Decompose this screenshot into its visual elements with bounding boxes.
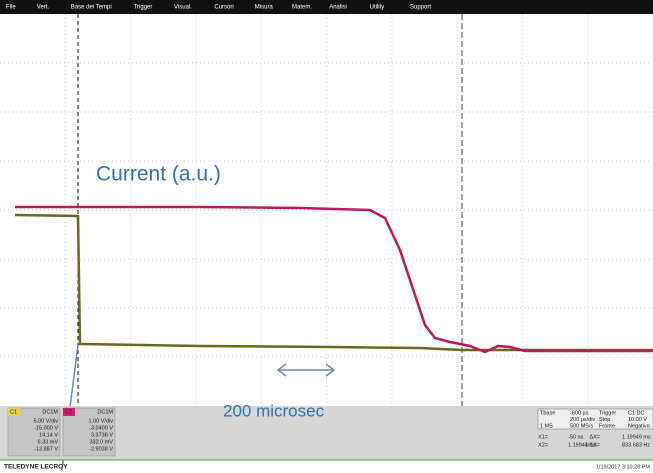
menu-item[interactable]: Matem. (292, 5, 312, 11)
oscilloscope-screen: File Vert. Base dei Tempi Trigger Visual. Cur… (0, 0, 653, 473)
menu-item[interactable]: Vert. (37, 5, 50, 11)
timebase-value: Fronte (599, 423, 615, 429)
channel-value: -3.0400 V (89, 425, 113, 431)
channel-label: C1 (10, 409, 17, 415)
timebase-value: C1 DC (628, 410, 645, 416)
timebase-value: 1 MS (540, 423, 553, 429)
timebase-value: Tbase (540, 410, 555, 416)
channel-value: -15.000 V (34, 425, 58, 431)
channel-value: 14.14 V (39, 432, 58, 438)
timebase-value: Stop (599, 417, 610, 423)
cursor-value: 1/ΔX= (585, 442, 600, 448)
channel-value: 1.00 V/div (89, 418, 114, 424)
timebase-value: Trigger (599, 410, 616, 416)
channel-coupling: DC1M (97, 409, 113, 415)
page: File Vert. Base dei Tempi Trigger Visual. Cur… (0, 0, 653, 473)
menu-item[interactable]: Cursori (214, 5, 233, 11)
menu-item[interactable]: Trigger (134, 5, 153, 11)
timebase-value: 200 µs/div (570, 417, 595, 423)
channel-value: -2.9038 V (89, 446, 113, 452)
timebase-value: -600 µs (570, 410, 589, 416)
timebase-value: 10.00 V (628, 417, 647, 423)
timebase-value: Negativo (628, 423, 650, 429)
channel-value: -13.887 V (34, 446, 58, 452)
menu-item[interactable]: Support (410, 5, 431, 11)
timebase-value: 500 MS/s (570, 423, 593, 429)
cursor-value: -50 ns (568, 434, 584, 440)
channel-label: C2 (65, 409, 72, 415)
cursor-value: ΔX= (589, 434, 600, 440)
channel-value: 5.00 V/div (34, 418, 59, 424)
brand: TELEDYNE LECROY (4, 464, 68, 471)
menu-item[interactable]: Analisi (329, 5, 347, 11)
channel-coupling: DC1M (42, 409, 58, 415)
cursor-value: 1.19949 ms (622, 434, 651, 440)
channel-value: 6.33 mV (38, 439, 59, 445)
menu-item[interactable]: Utility (370, 5, 385, 11)
channel-value: 3.3738 V (91, 432, 113, 438)
signal-annotation: Current (a.u.) (96, 163, 221, 186)
cursor-value: X2= (538, 442, 548, 448)
menu-item[interactable]: Base dei Tempi (71, 5, 112, 11)
menu-item[interactable]: Visual. (174, 5, 192, 11)
timescale-annotation: 200 microsec (223, 401, 325, 420)
cursor-value: X1= (538, 434, 548, 440)
menu-item[interactable]: Misura (255, 5, 274, 11)
menu-item[interactable]: File (6, 5, 16, 11)
cursor-value: 833.683 Hz (622, 442, 650, 448)
timestamp: 1/19/2017 3:10:28 PM (596, 464, 651, 470)
channel-value: 332.0 mV (89, 439, 113, 445)
